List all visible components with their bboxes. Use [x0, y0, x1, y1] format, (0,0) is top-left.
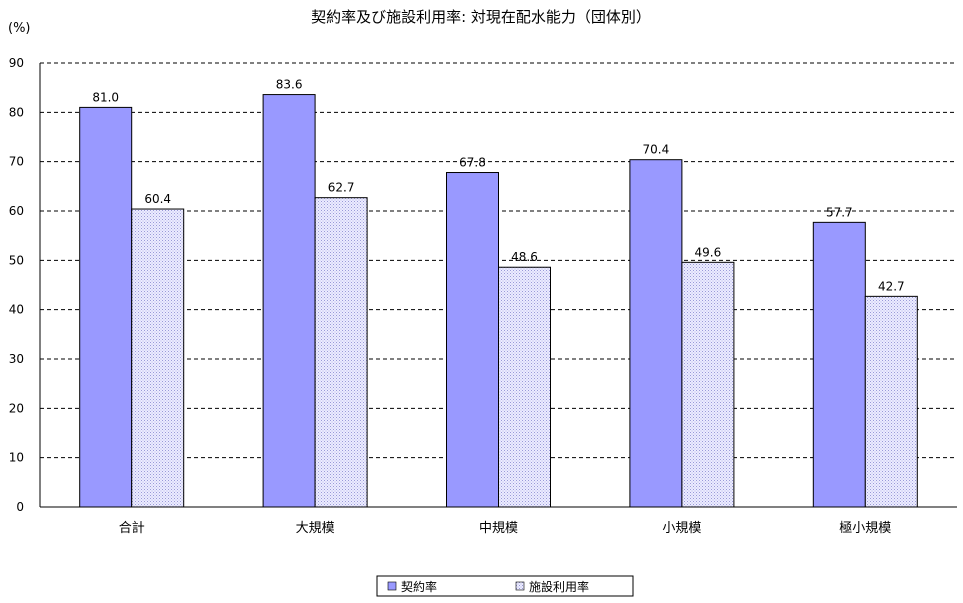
y-tick-label: 40	[9, 303, 24, 317]
y-tick-label: 90	[9, 56, 24, 70]
bar-series-0	[629, 159, 683, 508]
data-label: 81.0	[92, 90, 119, 104]
y-axis-unit: (%)	[8, 21, 31, 36]
bar-series-1	[314, 197, 368, 508]
legend-swatch-series-1	[515, 581, 525, 591]
bar-series-1	[498, 266, 551, 508]
data-label: 48.6	[511, 250, 538, 264]
category-label: 中規模	[479, 521, 518, 536]
legend-label-series-0: 契約率	[401, 579, 437, 594]
data-label: 42.7	[878, 279, 905, 293]
data-label: 83.6	[276, 78, 303, 92]
category-label: 小規模	[662, 521, 701, 536]
bar-series-1	[131, 208, 185, 508]
legend-swatch-series-0	[387, 581, 397, 591]
bar-series-0	[812, 221, 866, 508]
chart-title: 契約率及び施設利用率: 対現在配水能力（団体別）	[311, 8, 651, 26]
bars	[79, 94, 918, 508]
category-labels: 合計 大規模 中規模 小規模 極小規模	[119, 520, 892, 536]
legend-box	[376, 575, 634, 597]
legend: 契約率 施設利用率	[376, 575, 634, 597]
y-tick-label: 70	[9, 155, 24, 169]
data-label: 67.8	[459, 156, 486, 170]
bar-series-0	[79, 106, 133, 508]
data-label: 57.7	[826, 205, 853, 219]
y-tick-label: 10	[9, 451, 24, 465]
data-label: 60.4	[144, 192, 171, 206]
category-label: 極小規模	[839, 520, 891, 536]
bar-series-0	[262, 94, 316, 508]
y-tick-labels: 0 10 20 30 40 50 60 70 80 90	[9, 56, 24, 514]
y-tick-label: 50	[9, 253, 24, 267]
bar-series-0	[446, 172, 499, 508]
data-label: 49.6	[695, 245, 722, 259]
data-labels: 81.0 60.4 83.6 62.7 67.8 48.6 70.4 49.6 57.7 42.7	[92, 78, 904, 294]
legend-label-series-1: 施設利用率	[529, 579, 589, 594]
y-tick-label: 20	[9, 401, 24, 415]
bar-series-1	[864, 295, 918, 508]
y-tick-label: 80	[9, 105, 24, 119]
category-label: 大規模	[296, 521, 335, 536]
data-label: 70.4	[643, 143, 670, 157]
y-tick-label: 0	[16, 500, 24, 514]
data-label: 62.7	[328, 181, 355, 195]
bar-series-1	[681, 261, 735, 508]
y-tick-label: 30	[9, 352, 24, 366]
y-tick-label: 60	[9, 204, 24, 218]
category-label: 合計	[119, 520, 145, 536]
